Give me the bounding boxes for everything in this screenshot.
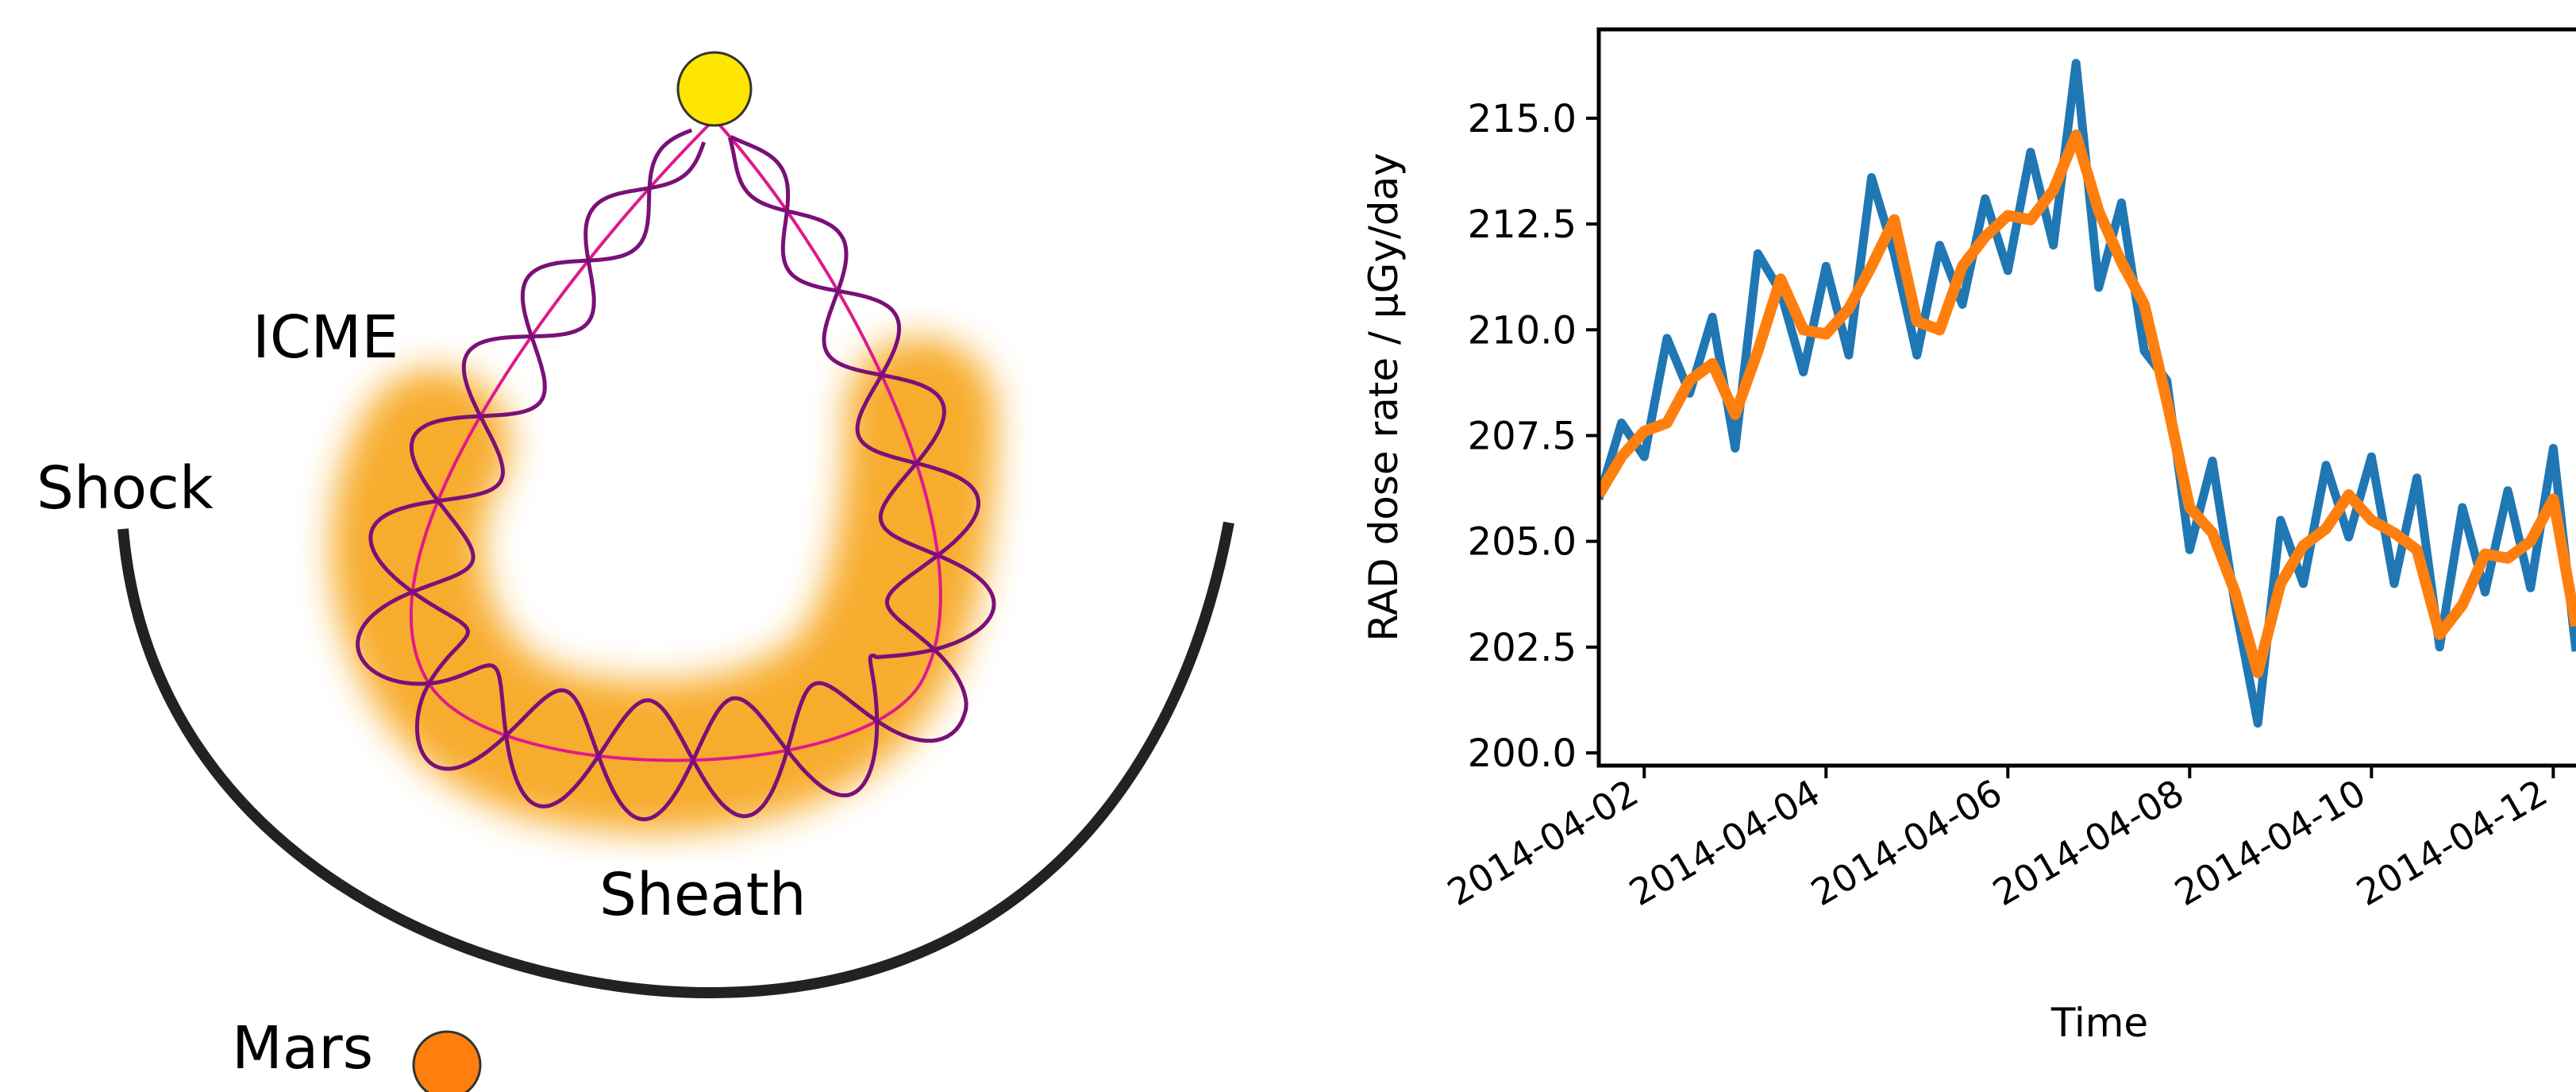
diagram: ICME Shock Sheath Mars — [37, 52, 1229, 1092]
x-tick-label: 2014-04-04 — [1622, 771, 1827, 914]
y-tick-label: 212.5 — [1468, 203, 1577, 247]
sheath-label: Sheath — [599, 861, 807, 929]
y-tick-label: 210.0 — [1468, 308, 1577, 353]
icme-label: ICME — [252, 303, 399, 372]
mars — [414, 1032, 480, 1092]
x-tick-label: 2014-04-10 — [2167, 771, 2373, 914]
mars-label: Mars — [232, 1014, 373, 1082]
chart: RAD dose rate / µGy/day Time 200.0 202.5 2… — [1361, 29, 2576, 1046]
x-tick-label: 2014-04-06 — [1804, 771, 2009, 914]
shock-label: Shock — [37, 454, 214, 523]
y-tick-label: 205.0 — [1468, 520, 1577, 565]
sun — [678, 52, 751, 125]
y-tick-label: 200.0 — [1468, 731, 1577, 776]
y-tick-label: 202.5 — [1468, 626, 1577, 670]
x-tick-label: 2014-04-02 — [1440, 771, 1646, 914]
x-tick-label: 2014-04-08 — [1985, 771, 2191, 914]
x-tick-label: 2014-04-12 — [2349, 771, 2555, 914]
y-axis-label: RAD dose rate / µGy/day — [1361, 152, 1407, 642]
y-tick-label: 207.5 — [1468, 414, 1577, 458]
y-tick-label: 215.0 — [1468, 97, 1577, 141]
plot-area — [1599, 64, 2576, 723]
x-axis-label: Time — [2050, 1000, 2148, 1046]
sheath-region — [406, 413, 921, 758]
figure: ICME Shock Sheath Mars RAD dose rate / µ… — [0, 0, 2576, 1092]
